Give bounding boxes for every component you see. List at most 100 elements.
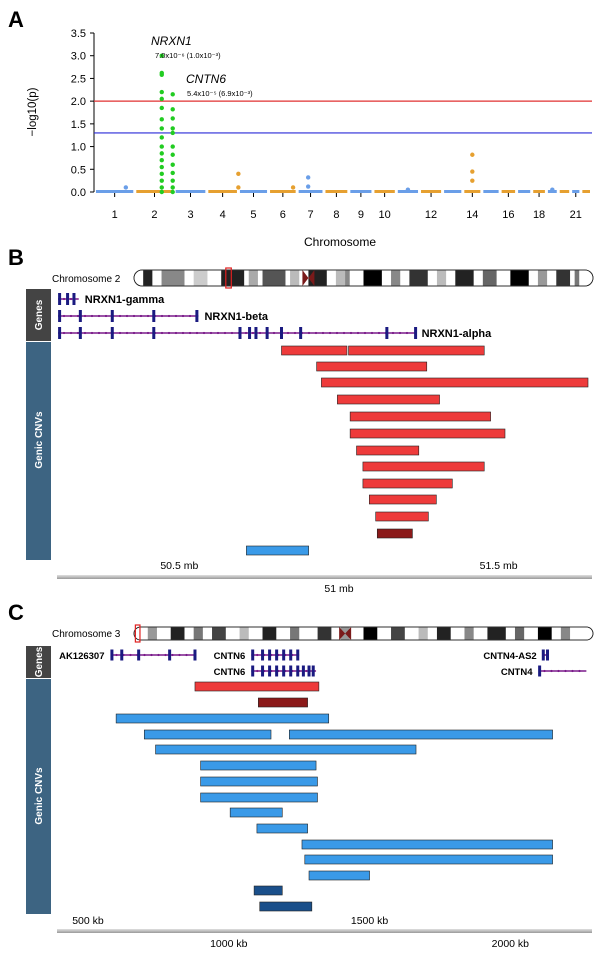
gene-strand-dot — [125, 314, 129, 318]
gene-exon — [299, 327, 303, 339]
gene-strand-dot — [97, 314, 101, 318]
data-point — [550, 187, 555, 192]
gene-label: NRXN1-beta — [204, 311, 268, 323]
ideogram-band — [510, 270, 529, 286]
x-tick-label: 6 — [280, 209, 286, 221]
gene-strand-dot — [83, 314, 87, 318]
panel-letter-c: C — [8, 600, 24, 625]
gene-exon — [546, 649, 550, 661]
ideogram-band — [221, 270, 245, 286]
data-point — [159, 171, 164, 177]
cnv-segment — [115, 713, 330, 724]
gene-strand-dot — [132, 314, 136, 318]
ideogram-band — [290, 270, 300, 286]
gene-strand-dot — [550, 669, 553, 673]
gene-exon — [238, 327, 242, 339]
gene-exon — [58, 310, 62, 322]
gene-strand-dot — [90, 331, 94, 335]
gene-exon — [58, 293, 62, 305]
y-axis-label: −log10(p) — [27, 87, 39, 136]
gene-strand-dot — [342, 331, 346, 335]
cnv-side-label: Genic CNVs — [34, 411, 45, 469]
data-point — [159, 189, 164, 195]
gene-strand-dot — [150, 653, 153, 657]
axis-tick-label: 1500 kb — [351, 915, 389, 927]
data-point — [159, 105, 164, 111]
gene-strand-dot — [202, 331, 206, 335]
data-point — [123, 185, 129, 190]
data-point — [405, 187, 411, 192]
gene-strand-dot — [564, 669, 567, 673]
data-point — [305, 175, 311, 180]
gene-strand-dot — [146, 314, 150, 318]
gene-strand-dot — [557, 669, 560, 673]
gene-exon — [193, 649, 197, 661]
x-tick-label: 3 — [187, 209, 193, 221]
gene-strand-dot — [578, 669, 581, 673]
ideogram-highlight — [225, 267, 232, 289]
ideogram-band — [436, 270, 447, 286]
data-point — [159, 144, 164, 149]
nrxn1-pvalue-label: 7.0x10⁻⁶ (1.0x10⁻³) — [155, 51, 221, 60]
genes-side-box — [26, 646, 51, 678]
gene-exon — [282, 649, 286, 661]
cnv-segment — [200, 792, 318, 803]
ideogram-band — [487, 627, 506, 640]
gene-strand-dot — [571, 669, 574, 673]
data-point — [470, 169, 475, 174]
cnv-segment — [368, 494, 437, 505]
gene-exon — [58, 327, 62, 339]
genomic-axis — [57, 575, 592, 579]
gene-strand-dot — [160, 314, 164, 318]
gene-strand-dot — [139, 331, 143, 335]
ideogram-band — [436, 627, 451, 640]
gene-strand-dot — [178, 653, 181, 657]
cnv-segment — [281, 345, 348, 356]
gene-exon — [195, 310, 199, 322]
gene-strand-dot — [286, 331, 290, 335]
genes-side-box — [26, 289, 51, 341]
panel-letter-b: B — [8, 245, 24, 270]
gene-strand-dot — [272, 331, 276, 335]
gene-exon — [254, 327, 258, 339]
gene-strand-dot — [188, 331, 192, 335]
gene-strand-dot — [76, 331, 80, 335]
chromosome-band-18 — [533, 190, 545, 193]
ideogram-band — [537, 270, 548, 286]
chromosome-band-22 — [582, 190, 590, 193]
gene-strand-dot — [157, 653, 160, 657]
gene-strand-dot — [223, 331, 227, 335]
chromosome-band-17 — [518, 190, 531, 193]
chromosome-band-6 — [270, 190, 296, 193]
gene-strand-dot — [167, 331, 171, 335]
chromosome-band-13 — [444, 190, 462, 193]
gene-strand-dot — [62, 314, 66, 318]
data-point — [159, 72, 164, 77]
gene-strand-dot — [139, 314, 143, 318]
gene-strand-dot — [181, 331, 185, 335]
x-tick-label: 4 — [220, 209, 226, 221]
gene-label: CNTN6 — [214, 651, 246, 662]
ideogram-band — [262, 270, 286, 286]
gene-label: CNTN6 — [214, 667, 246, 678]
gene-strand-dot — [363, 331, 367, 335]
gene-exon — [251, 649, 255, 661]
gene-strand-dot — [356, 331, 360, 335]
genomic-axis — [57, 929, 592, 933]
data-point — [159, 96, 164, 102]
chromosome-label: Chromosome 3 — [52, 629, 121, 640]
gene-exon — [261, 649, 265, 661]
data-point — [236, 171, 241, 177]
gene-strand-dot — [118, 314, 122, 318]
data-point — [159, 117, 164, 122]
ideogram-band — [143, 270, 153, 286]
x-tick-label: 2 — [151, 209, 157, 221]
x-tick-label: 10 — [379, 209, 391, 221]
cnv-segment — [375, 511, 429, 522]
gene-exon — [279, 327, 283, 339]
cnv-segment — [194, 681, 320, 692]
gene-strand-dot — [256, 669, 259, 673]
gene-strand-dot — [258, 331, 262, 335]
y-tick-label: 1.0 — [71, 142, 86, 154]
